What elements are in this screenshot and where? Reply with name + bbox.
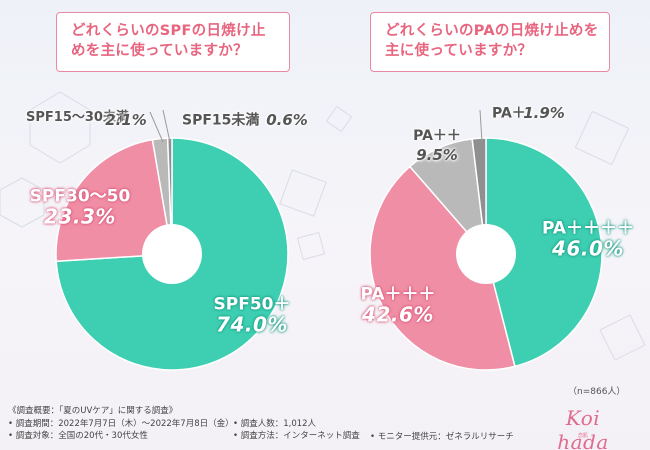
survey-count: • 調査人数：1,012人 xyxy=(233,418,317,429)
label-pa4-category: PA＋＋＋＋ xyxy=(541,218,635,239)
question-text-pa: どれくらいのPAの日焼け止めを主に使っていますか？ xyxy=(385,23,599,59)
label-pa1-value: 1.9% xyxy=(523,104,565,123)
survey-footer: 《調査概要：「夏のUVケア」に関する調査》 • 調査期間：2022年7月7日（木… xyxy=(8,405,234,443)
survey-provider: • モニター提供元：ゼネラルリサーチ xyxy=(370,432,514,442)
question-text-spf: どれくらいのSPFの日焼け止めを主に使っていますか？ xyxy=(71,23,266,59)
survey-method: • 調査方法：インターネット調査 xyxy=(233,431,360,441)
label-spf15-30-value: 2.1% xyxy=(105,111,147,130)
label-pa3: PA＋＋＋ 42.6% xyxy=(360,284,436,327)
survey-target: • 調査対象：全国の20代・30代女性 xyxy=(8,431,148,441)
label-pa2: PA＋＋ 9.5% xyxy=(413,129,461,163)
label-spf50: SPF50＋ 74.0% xyxy=(213,294,291,337)
label-spf50-value: 74.0% xyxy=(216,312,288,337)
brand-logo: Koi hada xyxy=(557,406,609,450)
sample-size-note: （n=866人） xyxy=(568,387,626,397)
leader-line-0-1 xyxy=(162,109,171,143)
question-box-spf: どれくらいのSPFの日焼け止めを主に使っていますか？ xyxy=(56,12,290,72)
survey-footer-col2: • 調査人数：1,012人 • 調査方法：インターネット調査 xyxy=(233,405,360,443)
donut-hole-0 xyxy=(142,224,202,284)
donut-hole-1 xyxy=(456,224,516,284)
label-spf30-50: SPF30〜50 23.3% xyxy=(29,186,131,229)
pie-slice-pa4 xyxy=(485,137,603,368)
label-spf15-30-category: SPF15〜30未満 xyxy=(26,110,129,126)
label-spf30-50-value: 23.3% xyxy=(44,204,116,229)
survey-overview: 《調査概要：「夏のUVケア」に関する調査》 xyxy=(8,406,178,416)
label-pa2-category: PA＋＋ xyxy=(413,127,461,144)
question-box-pa: どれくらいのPAの日焼け止めを主に使っていますか？ xyxy=(370,12,610,72)
label-pa3-category: PA＋＋＋ xyxy=(360,284,436,305)
label-spf50-category: SPF50＋ xyxy=(213,294,291,315)
brand-logo-sub: 恋肌 xyxy=(577,433,588,439)
label-pa3-value: 42.6% xyxy=(362,302,434,327)
pie-slice-spf30-50 xyxy=(55,138,173,263)
label-pa4: PA＋＋＋＋ 46.0% xyxy=(541,218,635,261)
leader-line-1-0 xyxy=(479,109,483,143)
leader-line-0-0 xyxy=(149,111,164,143)
label-spf15-value: 0.6% xyxy=(266,111,308,130)
label-pa2-value: 9.5% xyxy=(416,145,458,164)
survey-period: • 調査期間：2022年7月7日（木）〜2022年7月8日（金） xyxy=(8,418,234,429)
label-spf30-50-category: SPF30〜50 xyxy=(29,186,131,207)
label-spf15-category: SPF15未満 xyxy=(182,112,260,129)
pie-slice-pa3 xyxy=(369,165,516,371)
label-pa1-category: PA＋ xyxy=(492,105,526,122)
label-pa4-value: 46.0% xyxy=(552,236,624,261)
